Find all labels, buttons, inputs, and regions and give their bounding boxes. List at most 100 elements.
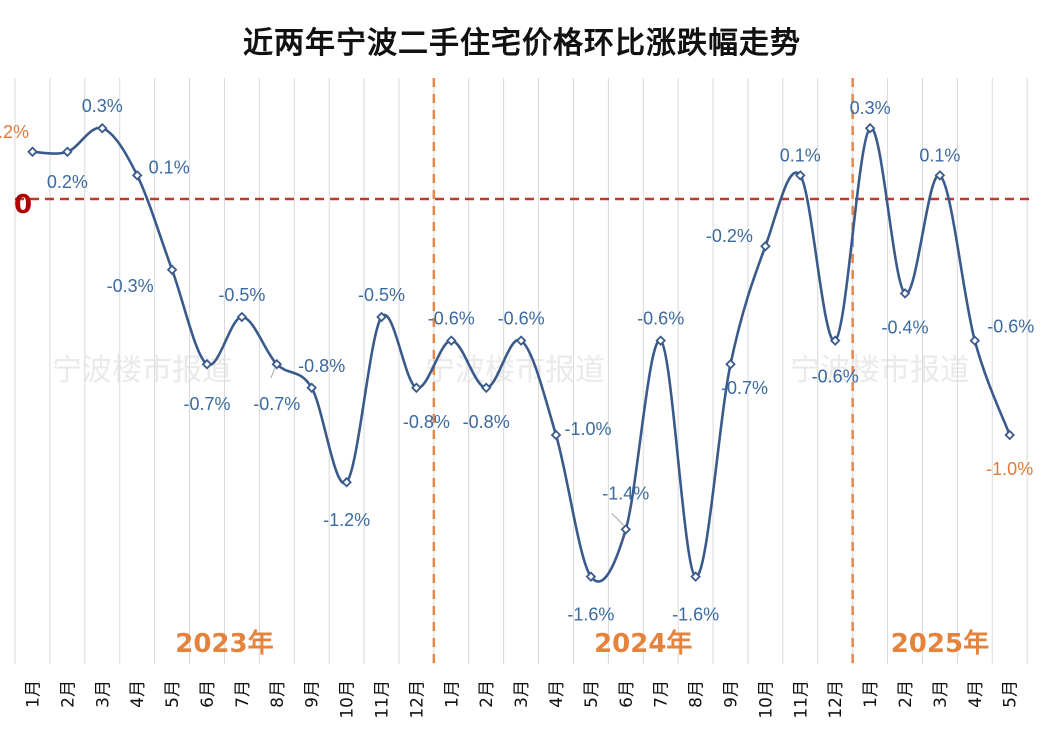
watermarks: 宁波楼市报道 宁波楼市报道 宁波楼市报道 (52, 353, 970, 388)
data-point (236, 311, 248, 323)
x-tick-label: 2月 (58, 680, 78, 708)
data-label: -0.6% (987, 317, 1034, 337)
data-point (934, 170, 946, 181)
watermark-text: 宁波楼市报道 (52, 353, 232, 388)
data-label: -1.0% (564, 419, 611, 439)
x-tick-label: 12月 (826, 680, 846, 719)
gridlines (14, 78, 1028, 664)
zero-reference: 0 (14, 190, 1030, 220)
data-point (550, 429, 562, 441)
x-tick-label: 7月 (233, 680, 253, 708)
x-tick-label: 12月 (407, 680, 427, 719)
data-label: 0.2% (47, 172, 88, 192)
data-points (27, 122, 1015, 582)
x-axis-ticks: 1月 2月 3月 4月 5月 6月 7月 8月 9月 10月 11月 12月 1月 2月 3月 4月 5月 6月 7… (24, 680, 1021, 719)
data-point (1004, 429, 1015, 441)
x-tick-label: 3月 (931, 680, 951, 708)
data-point (27, 146, 38, 158)
x-tick-label: 9月 (722, 680, 742, 708)
year-labels: 2023年 2024年 2025年 (175, 628, 989, 659)
data-label: 0.1% (780, 145, 821, 165)
data-point (515, 335, 527, 346)
data-label: -1.6% (672, 605, 719, 625)
x-tick-label: 5月 (1001, 680, 1021, 708)
data-label: 0.3% (850, 98, 891, 118)
data-label: -0.5% (218, 285, 265, 305)
leader-line (611, 513, 625, 526)
x-tick-label: 10月 (338, 680, 358, 719)
data-point (585, 571, 597, 582)
x-tick-label: 11月 (373, 680, 393, 719)
data-label: -0.8% (463, 412, 510, 432)
zero-label: 0 (14, 190, 32, 220)
x-tick-label: 4月 (547, 680, 567, 708)
data-label: -0.7% (183, 394, 230, 414)
data-point (62, 146, 73, 158)
data-label: -0.4% (881, 317, 928, 337)
data-label: -0.7% (721, 378, 768, 398)
data-label: -0.8% (403, 412, 450, 432)
x-tick-label: 8月 (268, 680, 288, 708)
data-point (341, 476, 352, 488)
data-label: 0.3% (82, 96, 123, 116)
data-point (655, 335, 666, 346)
data-label: -0.6% (428, 309, 475, 329)
watermark-text: 宁波楼市报道 (425, 353, 605, 388)
data-point (201, 358, 213, 370)
data-point (480, 382, 492, 394)
data-point (446, 335, 457, 346)
x-tick-label: 10月 (756, 680, 776, 719)
data-label: -0.5% (358, 285, 405, 305)
data-point (306, 382, 317, 394)
x-tick-label: 1月 (24, 680, 44, 708)
x-tick-label: 9月 (303, 680, 323, 708)
year-label: 2025年 (891, 628, 989, 659)
x-tick-label: 3月 (93, 680, 113, 708)
data-point (411, 382, 422, 394)
data-point (97, 122, 108, 134)
data-label: -0.6% (812, 367, 859, 387)
data-label: 0.1% (919, 145, 960, 165)
data-label: -1.6% (567, 605, 614, 625)
data-point (829, 335, 841, 346)
x-tick-label: 6月 (198, 680, 218, 708)
x-tick-label: 11月 (791, 680, 811, 719)
data-label: -0.6% (498, 309, 545, 329)
leader-line (270, 368, 276, 379)
data-point (760, 240, 771, 252)
x-tick-label: 2月 (477, 680, 497, 708)
x-tick-label: 4月 (128, 680, 148, 708)
x-tick-label: 2月 (896, 680, 916, 708)
year-dividers (432, 78, 854, 664)
data-label: -0.3% (107, 276, 154, 296)
data-label: 0.2% (0, 122, 29, 142)
x-tick-label: 6月 (617, 680, 637, 708)
year-label: 2023年 (175, 628, 273, 659)
x-tick-label: 5月 (163, 680, 183, 708)
data-point (690, 571, 701, 582)
data-label: -0.6% (637, 309, 684, 329)
x-tick-label: 7月 (652, 680, 672, 708)
data-point (271, 358, 283, 370)
data-point (899, 288, 911, 299)
data-point (376, 311, 387, 323)
watermark-text: 宁波楼市报道 (790, 353, 970, 388)
data-labels: 0.2% 0.2% 0.3% 0.1% -0.3% -0.7% -0.5% -0.7% -0.8… (0, 96, 1034, 624)
series-line (32, 126, 1011, 583)
x-tick-label: 5月 (582, 680, 602, 708)
data-label: -0.2% (706, 226, 753, 246)
data-point (864, 122, 876, 134)
data-label: -1.0% (986, 459, 1033, 479)
data-label: -0.7% (253, 394, 300, 414)
chart-title: 近两年宁波二手住宅价格环比涨跌幅走势 (243, 26, 801, 61)
x-tick-label: 1月 (442, 680, 462, 708)
year-label: 2024年 (594, 628, 692, 659)
data-label: 0.1% (149, 157, 190, 177)
data-label: -0.8% (298, 356, 345, 376)
x-tick-label: 4月 (966, 680, 986, 708)
x-tick-label: 1月 (861, 680, 881, 708)
series-line-group (32, 126, 1011, 583)
data-point (969, 335, 981, 346)
data-point (795, 170, 806, 181)
